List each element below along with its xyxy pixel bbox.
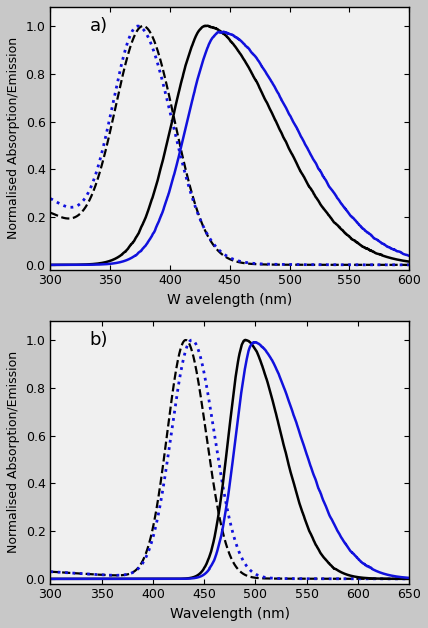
Y-axis label: Normalised Absorption/Emission: Normalised Absorption/Emission (7, 37, 20, 239)
Text: b): b) (90, 332, 108, 349)
Text: a): a) (90, 18, 108, 35)
X-axis label: Wavelength (nm): Wavelength (nm) (170, 607, 290, 621)
X-axis label: W avelength (nm): W avelength (nm) (167, 293, 292, 307)
Y-axis label: Normalised Absorption/Emission: Normalised Absorption/Emission (7, 351, 20, 553)
